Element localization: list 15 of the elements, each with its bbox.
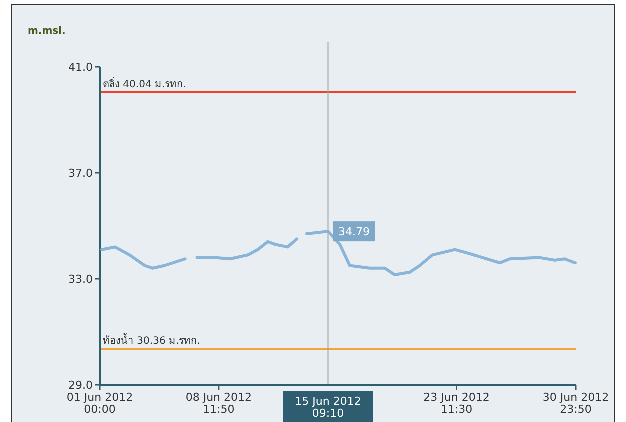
y-axis-title: m.msl. <box>28 26 66 37</box>
annotation: 34.79 <box>338 226 370 239</box>
line-series <box>196 238 299 261</box>
x-tick-label: 30 Jun 2012 23:50 <box>542 391 610 416</box>
y-tick-label: 37.0 <box>68 167 93 180</box>
ref-line-label: 15 Jun 2012 09:10 <box>295 395 362 420</box>
x-tick-label: 01 Jun 2012 00:00 <box>66 391 134 416</box>
ref-line-label: ท้องน้ำ 30.36 ม.รทก. <box>103 332 200 347</box>
line-series <box>100 246 187 270</box>
y-tick-label: 41.0 <box>68 61 93 74</box>
y-tick-label: 29.0 <box>68 379 93 392</box>
x-tick-label: 23 Jun 2012 11:30 <box>424 391 490 416</box>
y-tick-label: 33.0 <box>68 273 93 286</box>
x-tick-label: 08 Jun 2012 11:50 <box>186 391 252 416</box>
ref-line-label: ตลิ่ง 40.04 ม.รทก. <box>103 76 186 90</box>
